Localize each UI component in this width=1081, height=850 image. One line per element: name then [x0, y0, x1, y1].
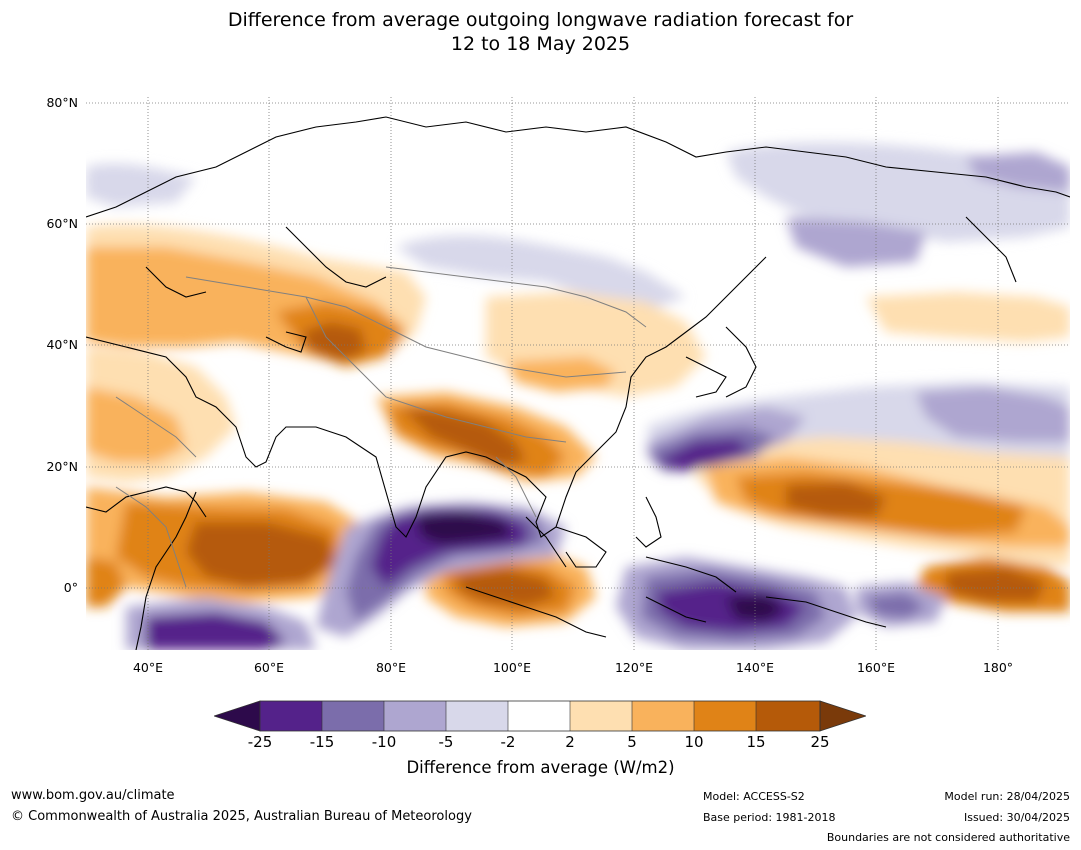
colorbar-bin-5: [508, 701, 570, 731]
colorbar-bin-1: [260, 701, 322, 731]
lon-label-140e: 140°E: [735, 660, 774, 675]
colorbar-bin-9: [756, 701, 820, 731]
colorbar-tick: 5: [627, 733, 637, 751]
colorbar-extend-low: [212, 700, 261, 732]
colorbar-tick: -15: [309, 733, 335, 751]
lon-label-180: 180°: [982, 660, 1014, 675]
model-run-date: Model run: 28/04/2025: [944, 790, 1070, 803]
colorbar-bin-6: [570, 701, 632, 731]
lat-label-0: 0°: [63, 580, 78, 595]
colorbar-bin-3: [384, 701, 446, 731]
colorbar-tick: 25: [810, 733, 830, 751]
lat-label-20n: 20°N: [46, 459, 78, 474]
map-title: Difference from average outgoing longwav…: [0, 8, 1081, 56]
colorbar-bin-8: [694, 701, 756, 731]
olr-anomaly-map: [86, 97, 1070, 650]
lat-label-80n: 80°N: [46, 95, 78, 110]
lon-label-60e: 60°E: [253, 660, 285, 675]
colorbar-tick: 2: [565, 733, 575, 751]
title-line-1: Difference from average outgoing longwav…: [227, 9, 854, 31]
lat-label-60n: 60°N: [46, 216, 78, 231]
colorbar-graphic: [212, 700, 868, 732]
colorbar-tick: 10: [684, 733, 704, 751]
colorbar-extend-high: [819, 700, 868, 732]
colorbar-bin-4: [446, 701, 508, 731]
colorbar-label: Difference from average (W/m2): [406, 758, 675, 777]
boundaries-disclaimer: Boundaries are not considered authoritat…: [826, 831, 1070, 844]
lon-label-160e: 160°E: [856, 660, 895, 675]
lon-label-120e: 120°E: [614, 660, 653, 675]
base-period: Base period: 1981-2018: [703, 811, 836, 824]
colorbar-tick: -10: [371, 733, 397, 751]
copyright-text: © Commonwealth of Australia 2025, Austra…: [11, 809, 472, 824]
lon-label-80e: 80°E: [375, 660, 407, 675]
colorbar-tick: -5: [438, 733, 454, 751]
lon-label-40e: 40°E: [132, 660, 164, 675]
issued-date: Issued: 30/04/2025: [963, 811, 1070, 824]
lon-label-100e: 100°E: [492, 660, 531, 675]
lat-label-40n: 40°N: [46, 337, 78, 352]
colorbar-tick: 15: [746, 733, 766, 751]
model-name: Model: ACCESS-S2: [703, 790, 805, 803]
website-link[interactable]: www.bom.gov.au/climate: [11, 788, 175, 803]
colorbar-bin-7: [632, 701, 694, 731]
colorbar-tick: -2: [500, 733, 516, 751]
coastlines: [86, 116, 1070, 650]
map-canvas: [86, 97, 1070, 650]
colorbar-tick: -25: [247, 733, 273, 751]
anomaly-field: [86, 142, 1070, 650]
title-line-2: 12 to 18 May 2025: [450, 33, 631, 55]
colorbar-bin-2: [322, 701, 384, 731]
country-borders: [115, 266, 647, 588]
colorbar: [212, 700, 868, 732]
